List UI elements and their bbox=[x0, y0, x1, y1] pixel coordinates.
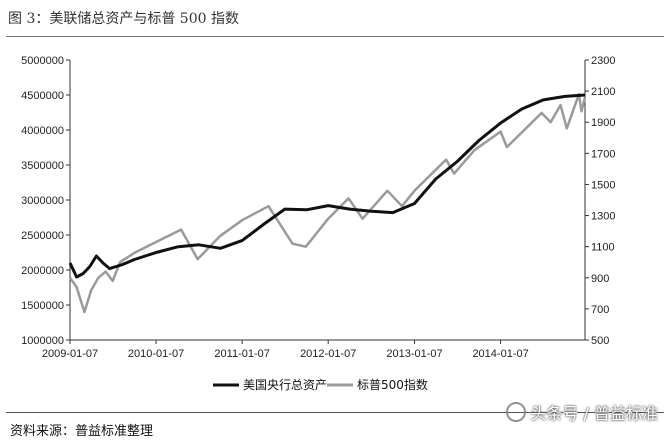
title-divider bbox=[6, 36, 664, 37]
figure-title: 图 3：美联储总资产与标普 500 指数 bbox=[8, 11, 239, 27]
series-line-sp500 bbox=[68, 92, 587, 314]
y-left-tick-label: 1000000 bbox=[21, 335, 64, 347]
y-left-tick-label: 5000000 bbox=[21, 55, 64, 67]
x-tick-label: 2014-01-07 bbox=[472, 348, 528, 360]
y-left-tick-label: 4500000 bbox=[21, 90, 64, 102]
source-divider bbox=[6, 412, 664, 413]
chart-series bbox=[68, 92, 587, 314]
y-right-tick-label: 1900 bbox=[591, 117, 615, 129]
y-right-tick-label: 1300 bbox=[591, 211, 615, 223]
y-right-tick-label: 700 bbox=[591, 304, 609, 316]
legend-label: 美国央行总资产 bbox=[243, 378, 327, 392]
x-tick-label: 2011-01-07 bbox=[214, 348, 269, 360]
chart-axes: 1000000 1500000 2000000 2500000 3000000 35000… bbox=[21, 55, 615, 360]
x-tick-label: 2010-01-07 bbox=[128, 348, 184, 360]
y-right-tick-label: 1700 bbox=[591, 148, 615, 160]
y-left-tick-label: 1500000 bbox=[21, 300, 64, 312]
watermark: 头条号 / 普益标准 bbox=[506, 400, 658, 424]
y-right-tick-label: 500 bbox=[591, 335, 609, 347]
watermark-text: 头条号 / 普益标准 bbox=[530, 404, 658, 423]
y-right-tick-label: 2100 bbox=[591, 86, 615, 98]
y-left-tick-label: 4000000 bbox=[21, 125, 64, 137]
source-note: 资料来源：普益标准整理 bbox=[10, 424, 154, 439]
x-tick-label: 2012-01-07 bbox=[300, 348, 356, 360]
y-right-tick-label: 1500 bbox=[591, 179, 615, 191]
y-right-tick-label: 900 bbox=[591, 273, 609, 285]
y-left-tick-label: 3000000 bbox=[21, 195, 64, 207]
x-tick-label: 2009-01-07 bbox=[42, 348, 98, 360]
series-line-fed-assets bbox=[68, 93, 586, 279]
chart-legend: 美国央行总资产 标普500指数 bbox=[213, 377, 428, 392]
y-right-tick-label: 2300 bbox=[591, 55, 615, 67]
x-tick-label: 2013-01-07 bbox=[386, 348, 442, 360]
watermark-logo-icon bbox=[506, 402, 527, 422]
y-left-tick-label: 2500000 bbox=[21, 230, 64, 242]
y-left-tick-label: 3500000 bbox=[21, 160, 64, 172]
y-right-tick-label: 1100 bbox=[591, 242, 615, 254]
legend-label: 标普500指数 bbox=[357, 377, 428, 392]
y-left-tick-label: 2000000 bbox=[21, 265, 64, 277]
